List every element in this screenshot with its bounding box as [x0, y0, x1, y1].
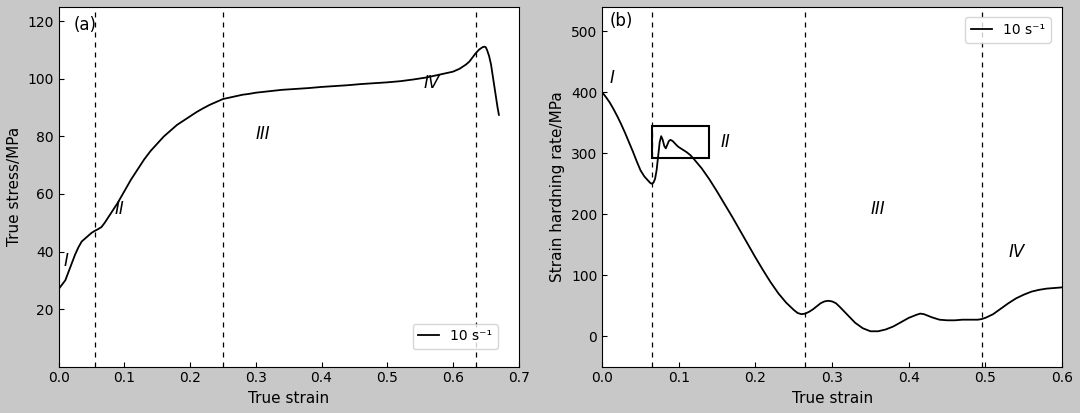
- Text: III: III: [256, 125, 270, 143]
- Text: I: I: [64, 252, 69, 270]
- Text: III: III: [870, 200, 886, 218]
- Text: IV: IV: [423, 74, 440, 92]
- Text: II: II: [114, 200, 124, 218]
- Legend: 10 s⁻¹: 10 s⁻¹: [413, 324, 498, 349]
- Y-axis label: True stress/MPa: True stress/MPa: [6, 127, 22, 247]
- Y-axis label: Strain hardning rate/MPa: Strain hardning rate/MPa: [551, 91, 566, 282]
- Legend: 10 s⁻¹: 10 s⁻¹: [966, 17, 1051, 43]
- Text: IV: IV: [1009, 243, 1025, 261]
- Text: I: I: [610, 69, 615, 87]
- X-axis label: True strain: True strain: [792, 391, 873, 406]
- Text: II: II: [721, 133, 731, 151]
- Text: (a): (a): [73, 16, 96, 34]
- Bar: [652, 126, 710, 157]
- X-axis label: True strain: True strain: [248, 391, 329, 406]
- Text: (b): (b): [610, 12, 633, 31]
